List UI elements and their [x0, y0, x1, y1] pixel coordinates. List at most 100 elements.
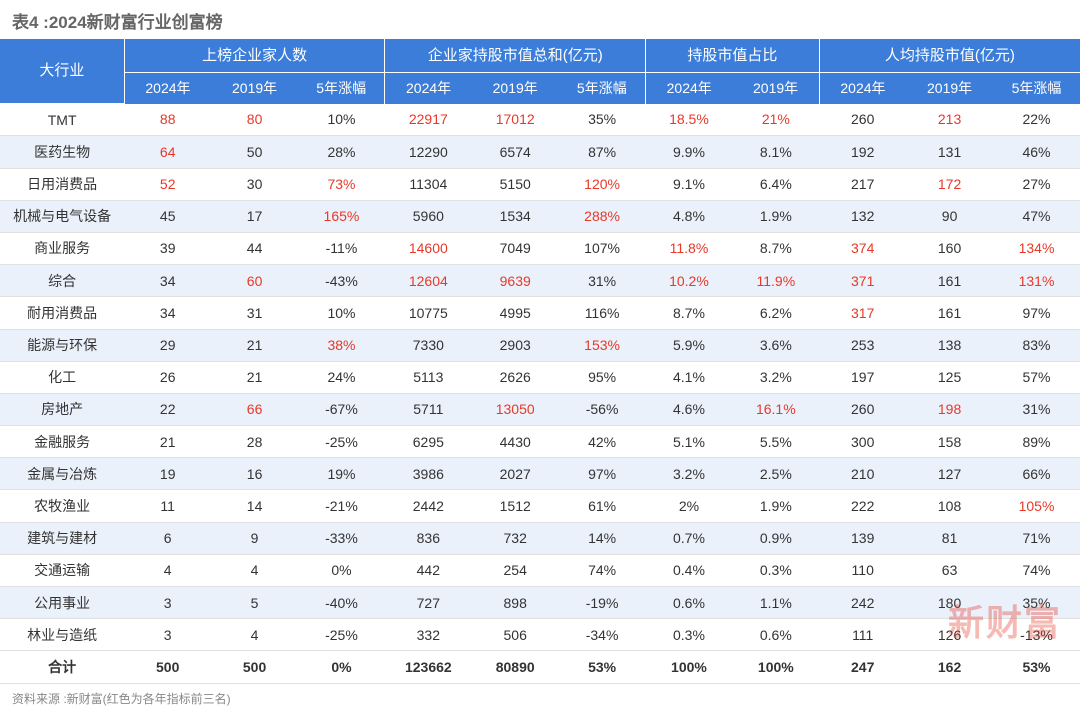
- industry-cell: 耐用消费品: [0, 297, 124, 329]
- data-cell: 13050: [472, 393, 559, 425]
- data-cell: 3.2%: [732, 361, 819, 393]
- data-cell: 53%: [993, 651, 1080, 683]
- data-cell: 1512: [472, 490, 559, 522]
- data-cell: 47%: [993, 200, 1080, 232]
- data-cell: -13%: [993, 619, 1080, 651]
- data-cell: 11.9%: [732, 265, 819, 297]
- data-cell: 172: [906, 168, 993, 200]
- data-cell: 1.1%: [732, 587, 819, 619]
- data-cell: 5711: [385, 393, 472, 425]
- data-cell: 57%: [993, 361, 1080, 393]
- data-cell: 3.2%: [646, 458, 733, 490]
- data-cell: 53%: [559, 651, 646, 683]
- data-cell: 120%: [559, 168, 646, 200]
- data-cell: 0.4%: [646, 554, 733, 586]
- data-cell: 10%: [298, 297, 385, 329]
- table-row: 综合3460-43%12604963931%10.2%11.9%37116113…: [0, 265, 1080, 297]
- data-cell: 88: [124, 104, 211, 136]
- data-cell: 64: [124, 136, 211, 168]
- data-cell: 17012: [472, 104, 559, 136]
- data-cell: 254: [472, 554, 559, 586]
- data-cell: 87%: [559, 136, 646, 168]
- industry-cell: 林业与造纸: [0, 619, 124, 651]
- data-cell: 31: [211, 297, 298, 329]
- data-cell: 5960: [385, 200, 472, 232]
- data-cell: 66%: [993, 458, 1080, 490]
- data-cell: 162: [906, 651, 993, 683]
- data-cell: 61%: [559, 490, 646, 522]
- table-row: TMT888010%229171701235%18.5%21%26021322%: [0, 104, 1080, 136]
- data-cell: 139: [819, 522, 906, 554]
- data-cell: 83%: [993, 329, 1080, 361]
- col-header: 5年涨幅: [559, 72, 646, 104]
- data-cell: 210: [819, 458, 906, 490]
- data-cell: 81: [906, 522, 993, 554]
- data-cell: 6.2%: [732, 297, 819, 329]
- data-cell: 260: [819, 393, 906, 425]
- data-cell: 317: [819, 297, 906, 329]
- industry-cell: 公用事业: [0, 587, 124, 619]
- data-cell: 21%: [732, 104, 819, 136]
- industry-cell: TMT: [0, 104, 124, 136]
- row-header: 大行业: [0, 39, 124, 104]
- data-cell: 42%: [559, 426, 646, 458]
- table-row: 公用事业35-40%727898-19%0.6%1.1%24218035%: [0, 587, 1080, 619]
- data-cell: 374: [819, 232, 906, 264]
- data-cell: 21: [211, 329, 298, 361]
- data-cell: 5: [211, 587, 298, 619]
- data-cell: 26: [124, 361, 211, 393]
- data-cell: -25%: [298, 619, 385, 651]
- data-cell: 4.1%: [646, 361, 733, 393]
- wealth-table: 大行业 上榜企业家人数 企业家持股市值总和(亿元) 持股市值占比 人均持股市值(…: [0, 39, 1080, 684]
- data-cell: -34%: [559, 619, 646, 651]
- industry-cell: 医药生物: [0, 136, 124, 168]
- data-cell: 7049: [472, 232, 559, 264]
- industry-cell: 建筑与建材: [0, 522, 124, 554]
- data-cell: 12290: [385, 136, 472, 168]
- data-cell: 9: [211, 522, 298, 554]
- data-cell: 116%: [559, 297, 646, 329]
- data-cell: 46%: [993, 136, 1080, 168]
- data-cell: 90: [906, 200, 993, 232]
- data-cell: 6: [124, 522, 211, 554]
- industry-cell: 金属与冶炼: [0, 458, 124, 490]
- data-cell: 22917: [385, 104, 472, 136]
- table-body: TMT888010%229171701235%18.5%21%26021322%…: [0, 104, 1080, 683]
- group-header: 上榜企业家人数: [124, 39, 385, 72]
- data-cell: 8.1%: [732, 136, 819, 168]
- data-cell: 8.7%: [732, 232, 819, 264]
- data-cell: 2442: [385, 490, 472, 522]
- data-cell: 2626: [472, 361, 559, 393]
- table-row: 房地产2266-67%571113050-56%4.6%16.1%2601983…: [0, 393, 1080, 425]
- data-cell: 12604: [385, 265, 472, 297]
- data-cell: 0%: [298, 651, 385, 683]
- data-cell: 27%: [993, 168, 1080, 200]
- data-cell: 73%: [298, 168, 385, 200]
- data-cell: 24%: [298, 361, 385, 393]
- data-cell: 6295: [385, 426, 472, 458]
- data-cell: 4995: [472, 297, 559, 329]
- data-cell: 31%: [559, 265, 646, 297]
- data-cell: 19%: [298, 458, 385, 490]
- table-row: 农牧渔业1114-21%2442151261%2%1.9%222108105%: [0, 490, 1080, 522]
- data-cell: 3: [124, 587, 211, 619]
- data-cell: 123662: [385, 651, 472, 683]
- data-cell: 3.6%: [732, 329, 819, 361]
- data-cell: 9.1%: [646, 168, 733, 200]
- data-cell: 0.6%: [732, 619, 819, 651]
- data-cell: 74%: [993, 554, 1080, 586]
- data-cell: 95%: [559, 361, 646, 393]
- data-cell: 19: [124, 458, 211, 490]
- data-cell: 197: [819, 361, 906, 393]
- industry-cell: 房地产: [0, 393, 124, 425]
- table-row: 能源与环保292138%73302903153%5.9%3.6%25313883…: [0, 329, 1080, 361]
- data-cell: 2903: [472, 329, 559, 361]
- industry-cell: 合计: [0, 651, 124, 683]
- col-header: 2019年: [211, 72, 298, 104]
- header-year-row: 2024年 2019年 5年涨幅 2024年 2019年 5年涨幅 2024年 …: [0, 72, 1080, 104]
- col-header: 2019年: [472, 72, 559, 104]
- data-cell: 836: [385, 522, 472, 554]
- data-cell: 110: [819, 554, 906, 586]
- col-header: 2019年: [906, 72, 993, 104]
- data-cell: 111: [819, 619, 906, 651]
